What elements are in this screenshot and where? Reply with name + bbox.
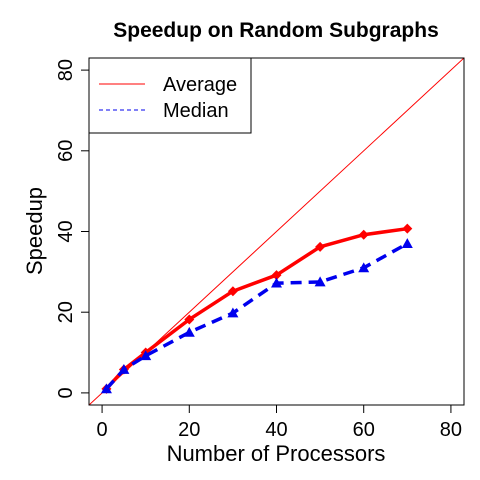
series-average-point (184, 314, 195, 325)
x-tick-label: 0 (97, 419, 108, 441)
series-average-line (105, 226, 408, 391)
series-median-point (401, 238, 413, 249)
series-median-point (227, 307, 239, 318)
series-average-point (315, 241, 326, 252)
y-axis: 0 20 40 60 80 (55, 59, 89, 398)
legend: Average Median (88, 57, 252, 134)
x-axis: 0 20 40 60 80 (97, 405, 462, 441)
plot-area (89, 58, 464, 405)
series-median-point (358, 262, 370, 273)
y-tick-label: 20 (55, 301, 77, 323)
series-average-point (402, 223, 413, 234)
series-median-point (314, 276, 326, 287)
y-tick-label: 40 (55, 220, 77, 242)
y-tick-label: 80 (55, 59, 77, 81)
x-tick-label: 60 (353, 419, 375, 441)
x-tick-label: 80 (440, 419, 462, 441)
y-axis-title: Speedup (22, 187, 47, 275)
x-tick-label: 20 (178, 419, 200, 441)
legend-median-label: Median (163, 100, 229, 122)
series-median-point (271, 277, 282, 288)
legend-average-label: Average (163, 74, 237, 96)
series-median-point (118, 363, 130, 374)
series-average-point (227, 286, 238, 297)
series-median-point (183, 326, 195, 337)
series-average-point (271, 270, 282, 281)
x-tick-label: 40 (265, 419, 287, 441)
x-axis-title: Number of Processors (167, 441, 386, 466)
chart-title: Speedup on Random Subgraphs (113, 19, 439, 42)
series-average-point (358, 229, 369, 240)
y-tick-label: 0 (55, 387, 77, 398)
legend-box (88, 57, 252, 134)
y-tick-label: 60 (55, 140, 77, 162)
series-median-point (100, 383, 112, 394)
series-median-point (140, 350, 152, 361)
